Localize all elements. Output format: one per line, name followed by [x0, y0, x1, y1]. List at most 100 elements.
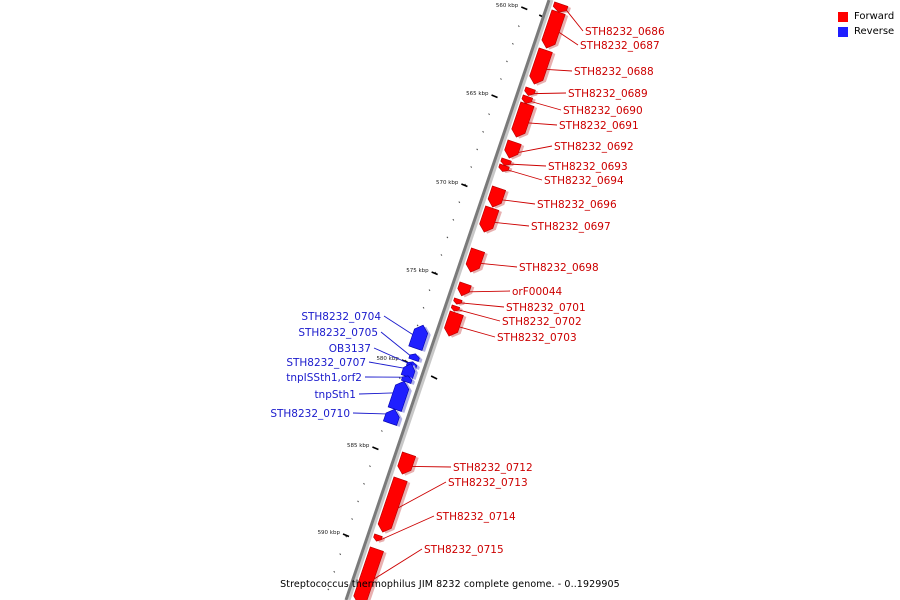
gene-label[interactable]: STH8232_0690: [563, 105, 643, 117]
gene-label[interactable]: STH8232_0712: [453, 462, 533, 474]
gene-feature[interactable]: [511, 101, 538, 139]
gene-label[interactable]: STH8232_0686: [585, 26, 665, 38]
gene-label[interactable]: tnpISSth1,orf2: [286, 372, 362, 384]
gene-leader-line: [459, 326, 496, 338]
gene-label[interactable]: STH8232_0688: [574, 66, 654, 78]
gene-feature[interactable]: [524, 86, 539, 98]
gene-feature[interactable]: [521, 94, 536, 106]
gene-arrow[interactable]: [457, 281, 472, 297]
gene-feature[interactable]: [400, 375, 415, 385]
gene-arrow[interactable]: [453, 297, 463, 305]
gene-label[interactable]: STH8232_0704: [301, 311, 381, 323]
gene-label[interactable]: tnpSth1: [314, 389, 356, 401]
gene-feature[interactable]: [444, 310, 467, 338]
gene-label[interactable]: STH8232_0696: [537, 199, 617, 211]
gene-label[interactable]: STH8232_0713: [448, 477, 528, 489]
gene-label[interactable]: STH8232_0693: [548, 161, 628, 173]
gene-feature[interactable]: [377, 476, 411, 534]
gene-leader-line: [558, 32, 579, 46]
gene-feature[interactable]: [408, 353, 423, 363]
ruler-minor-tick: [357, 500, 359, 503]
gene-feature[interactable]: [487, 185, 509, 209]
gene-label[interactable]: STH8232_0697: [531, 221, 611, 233]
gene-arrow[interactable]: [504, 139, 522, 159]
gene-label[interactable]: STH8232_0703: [497, 332, 577, 344]
ruler-minor-tick: [428, 289, 431, 292]
gene-leader-line: [480, 262, 518, 268]
gene-label[interactable]: STH8232_0710: [270, 408, 350, 420]
gene-leader-line: [510, 163, 547, 167]
gene-arrow[interactable]: [444, 310, 464, 337]
gene-label[interactable]: STH8232_0689: [568, 88, 648, 100]
genome-axis: [344, 0, 554, 600]
forward-swatch-icon: [838, 11, 848, 22]
gene-feature[interactable]: [465, 247, 488, 274]
gene-label[interactable]: STH8232_0707: [286, 357, 366, 369]
gene-arrow[interactable]: [479, 205, 500, 233]
ruler-tick-label: 575 kbp: [406, 268, 429, 274]
gene-arrow[interactable]: [377, 476, 408, 533]
gene-arrow[interactable]: [511, 101, 535, 138]
gene-feature[interactable]: [457, 281, 475, 298]
gene-label[interactable]: STH8232_0692: [554, 141, 634, 153]
ruler-tick-label: 580 kbp: [376, 356, 399, 362]
gene-feature[interactable]: [529, 47, 556, 86]
gene-arrow[interactable]: [500, 157, 512, 166]
gene-arrow[interactable]: [450, 304, 461, 312]
ruler-minor-tick: [345, 535, 348, 538]
legend-label-reverse: Reverse: [854, 26, 895, 37]
gene-label[interactable]: orF00044: [512, 286, 563, 298]
gene-feature[interactable]: [397, 451, 419, 476]
gene-feature[interactable]: [450, 304, 463, 313]
gene-feature[interactable]: [504, 139, 525, 160]
gene-leader-line: [508, 169, 543, 181]
gene-leader-line: [534, 92, 567, 95]
gene-feature[interactable]: [382, 408, 403, 427]
gene-label[interactable]: STH8232_0705: [298, 327, 378, 339]
gene-arrow[interactable]: [541, 9, 566, 49]
ruler-minor-tick: [506, 60, 508, 63]
gene-label[interactable]: OB3137: [329, 343, 371, 355]
gene-arrow[interactable]: [552, 1, 569, 13]
reverse-swatch-icon: [838, 26, 848, 37]
gene-label[interactable]: STH8232_0694: [544, 175, 624, 187]
gene-label[interactable]: STH8232_0687: [580, 40, 660, 52]
ruler-tick-label: 565 kbp: [466, 91, 489, 97]
gene-arrow[interactable]: [524, 86, 536, 96]
gene-arrow[interactable]: [487, 185, 507, 208]
gene-feature[interactable]: [408, 324, 431, 352]
gene-feature[interactable]: [479, 205, 502, 234]
gene-label[interactable]: STH8232_0715: [424, 544, 504, 556]
gene-label[interactable]: STH8232_0698: [519, 262, 599, 274]
gene-label[interactable]: STH8232_0714: [436, 511, 516, 523]
gene-leader-line: [502, 199, 536, 205]
gene-arrow[interactable]: [521, 94, 534, 104]
gene-arrow[interactable]: [373, 533, 383, 542]
ruler-minor-tick: [500, 78, 502, 80]
gene-feature[interactable]: [387, 380, 412, 413]
gene-leader-line: [383, 315, 413, 335]
ruler-tick-label: 590 kbp: [318, 530, 341, 536]
gene-feature[interactable]: [453, 297, 466, 306]
gene-label[interactable]: STH8232_0691: [559, 120, 639, 132]
gene-arrow[interactable]: [465, 247, 486, 273]
gene-arrow[interactable]: [397, 451, 417, 475]
gene-feature[interactable]: [498, 163, 513, 174]
ruler-minor-tick: [416, 324, 419, 327]
gene-feature[interactable]: [353, 546, 387, 600]
gene-feature[interactable]: [500, 157, 515, 168]
gene-label[interactable]: STH8232_0702: [502, 316, 582, 328]
gene-arrow[interactable]: [353, 546, 384, 600]
ruler-minor-tick: [369, 465, 371, 468]
gene-arrow[interactable]: [498, 163, 510, 172]
gene-feature[interactable]: [373, 533, 386, 543]
gene-arrow[interactable]: [529, 47, 553, 85]
gene-label[interactable]: STH8232_0701: [506, 302, 586, 314]
ruler-tick-label: 570 kbp: [436, 180, 459, 186]
gene-arrow[interactable]: [408, 324, 429, 351]
gene-arrow[interactable]: [408, 353, 420, 362]
gene-feature[interactable]: [541, 9, 569, 50]
gene-arrow[interactable]: [382, 408, 400, 426]
gene-arrow[interactable]: [400, 375, 413, 384]
ruler-minor-tick: [339, 553, 342, 556]
